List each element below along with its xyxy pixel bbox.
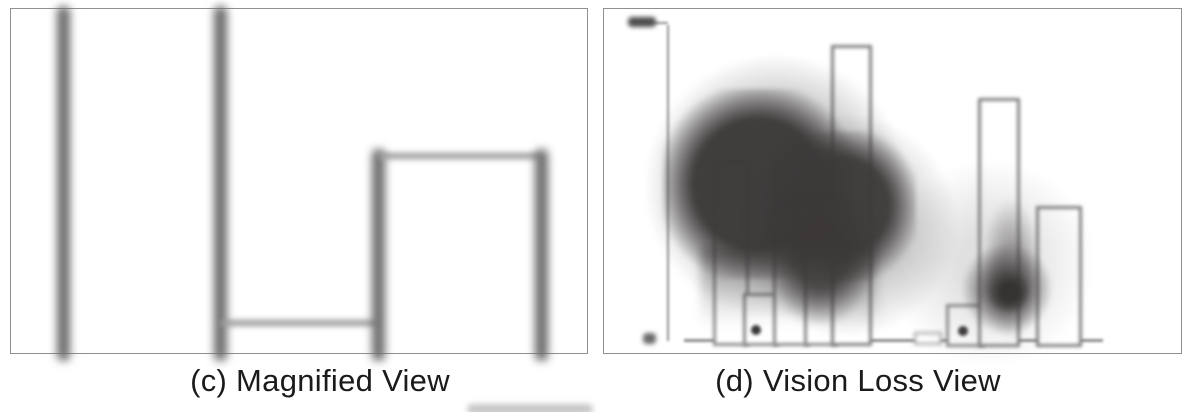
y-axis-top-label-smudge xyxy=(628,17,656,27)
bottom-gray-bar xyxy=(467,404,593,412)
bar-right-tiny xyxy=(914,332,942,345)
y-axis-bottom-label-smudge xyxy=(643,333,656,344)
caption-magnified-view: (c) Magnified View xyxy=(190,363,450,398)
magnified-bar-edge-2 xyxy=(214,6,227,361)
caption-vision-loss-view: (d) Vision Loss View xyxy=(715,363,1001,398)
magnified-bar-edge-3 xyxy=(372,149,385,361)
magnified-tall-bar-top-line xyxy=(378,153,541,159)
scotoma-small-inner xyxy=(989,272,1029,312)
magnified-bar-edge-4 xyxy=(535,149,548,361)
scotoma-big-streak-fade xyxy=(701,246,876,341)
x-axis-baseline xyxy=(684,339,1103,342)
magnified-bar-edge-1 xyxy=(57,6,70,361)
vision-loss-view-panel xyxy=(603,8,1182,368)
magnified-short-bar-top-line xyxy=(220,320,378,326)
magnified-view-panel xyxy=(10,6,588,361)
y-axis-top-tick xyxy=(654,22,668,24)
